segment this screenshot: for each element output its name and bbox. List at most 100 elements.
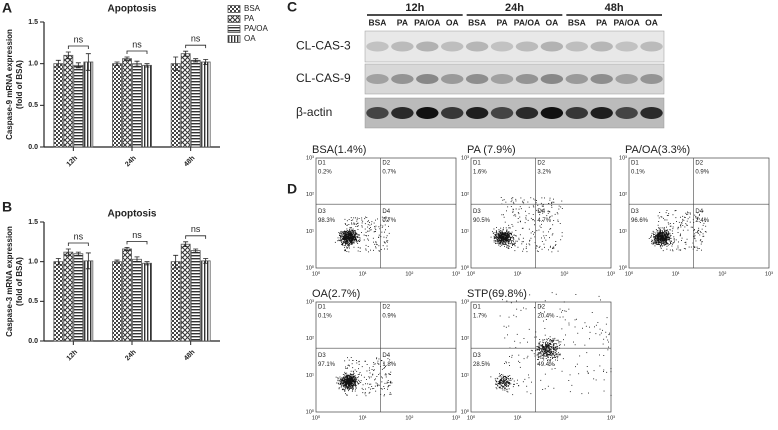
quadrant-percent: 1.7% [473,314,487,320]
flow-dot [352,380,353,381]
flow-dot [501,381,502,382]
flow-dot [512,237,513,238]
flow-dot [365,393,366,394]
flow-dot [697,250,698,251]
flow-dot [504,199,505,200]
flow-dot [344,372,345,373]
flow-dot [658,225,659,226]
flow-dot [523,308,524,309]
flow-dot [388,386,389,387]
flow-dot [500,246,501,247]
flow-dot [361,225,362,226]
flow-dot [385,373,386,374]
flow-dot [560,341,561,342]
flow-dot [348,224,349,225]
quadrant-name: D3 [631,209,639,215]
flow-dot [370,389,371,390]
flow-dot [553,341,554,342]
flow-dot [385,374,386,375]
flow-dot [347,220,348,221]
flow-dot [534,224,535,225]
bar [64,55,73,147]
flow-dot [344,245,345,246]
flow-dot [356,388,357,389]
flow-dot [370,250,371,251]
flow-dot [662,231,663,232]
flow-dot [664,244,665,245]
flow-dot [506,239,507,240]
flow-dot [519,217,520,218]
flow-dot [523,241,524,242]
flow-dot [544,339,545,340]
flow-dot [658,240,659,241]
flow-dot [498,236,499,237]
flow-dot [353,376,354,377]
flow-dot [365,229,366,230]
flow-dot [345,233,346,234]
flow-dot [500,383,501,384]
flow-dot [346,375,347,376]
flow-dot [386,241,387,242]
flow-dot [670,223,671,224]
flow-dot [589,327,590,328]
flow-dot [347,242,348,243]
flow-dot [389,374,390,375]
flow-dot [676,221,677,222]
legend-label: OA [244,34,256,43]
flow-dot [378,374,379,375]
flow-dot [520,234,521,235]
flow-dot [543,206,544,207]
flow-dot [353,374,354,375]
flow-dot [521,310,522,311]
flow-dot [539,342,540,343]
flow-dot [536,337,537,338]
flow-dot [384,241,385,242]
flow-dot [673,214,674,215]
flow-dot [497,386,498,387]
flow-dot [351,357,352,358]
flow-dot [360,248,361,249]
flow-dot [387,240,388,241]
flow-dot [678,232,679,233]
flow-dot [367,383,368,384]
flow-dot [382,369,383,370]
flow-dot [602,330,603,331]
flow-dot [342,389,343,390]
y-axis-label: (fold of BSA) [15,60,24,109]
flow-dot [354,385,355,386]
flow-dot [511,206,512,207]
flow-dot [555,350,556,351]
flow-dot [659,237,660,238]
flow-dot [506,382,507,383]
flow-dot [345,383,346,384]
flow-dot [512,355,513,356]
flow-dot [349,219,350,220]
flow-dot [577,333,578,334]
flow-dot [360,251,361,252]
flow-dot [511,243,512,244]
flow-dot [377,385,378,386]
flow-dot [376,244,377,245]
flow-dot [501,214,502,215]
flow-dot [557,213,558,214]
flow-dot [495,243,496,244]
flow-dot [354,383,355,384]
blot-band [566,74,588,84]
flow-dot [353,389,354,390]
flow-dot [553,357,554,358]
flow-dot [498,381,499,382]
blot-band [441,74,463,84]
flow-dot [556,340,557,341]
flow-dot [543,205,544,206]
quadrant-percent: 4.7% [537,218,551,224]
flow-dot [349,377,350,378]
flow-dot [559,341,560,342]
flow-dot [666,233,667,234]
flow-dot [527,251,528,252]
flow-dot [658,232,659,233]
flow-dot [361,220,362,221]
flow-dot [391,394,392,395]
flow-dot [537,205,538,206]
flow-dot [356,221,357,222]
flow-dot [499,240,500,241]
